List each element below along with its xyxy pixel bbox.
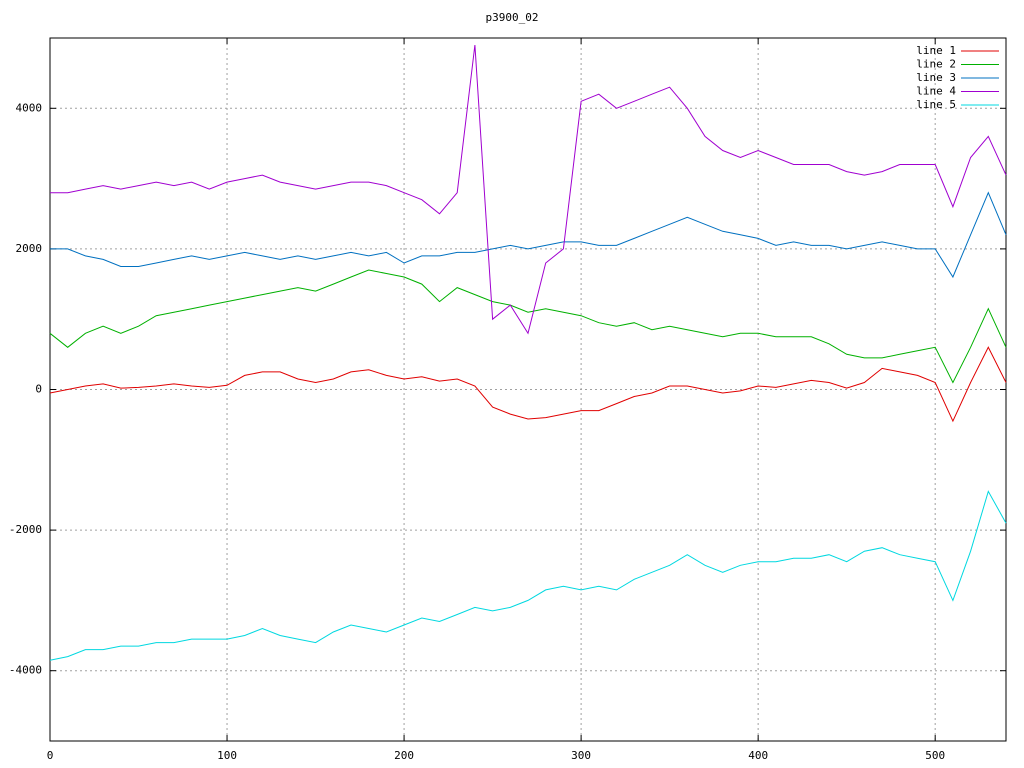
data-line <box>50 44 1007 335</box>
y-tick-label: 0 <box>35 383 42 396</box>
y-tick-label: 2000 <box>16 242 43 255</box>
y-tick-label: 4000 <box>16 101 43 114</box>
y-tick-label: -2000 <box>9 523 42 536</box>
x-tick-label: 300 <box>571 749 591 762</box>
legend-label: line 5 <box>916 98 956 111</box>
legend-label: line 1 <box>916 44 956 57</box>
plot-frame <box>49 37 1007 742</box>
y-tick-label: -4000 <box>9 664 42 677</box>
x-tick-label: 100 <box>217 749 237 762</box>
legend-label: line 3 <box>916 71 956 84</box>
chart-title: p3900_02 <box>486 11 539 24</box>
x-tick-label: 400 <box>748 749 768 762</box>
data-line <box>49 490 1007 661</box>
data-line <box>49 346 1007 423</box>
x-tick-label: 0 <box>47 749 54 762</box>
data-line <box>50 191 1007 279</box>
data-line <box>49 269 1007 384</box>
legend-label: line 2 <box>916 58 956 71</box>
x-tick-label: 200 <box>394 749 414 762</box>
legend-label: line 4 <box>916 85 956 98</box>
x-tick-label: 500 <box>925 749 945 762</box>
